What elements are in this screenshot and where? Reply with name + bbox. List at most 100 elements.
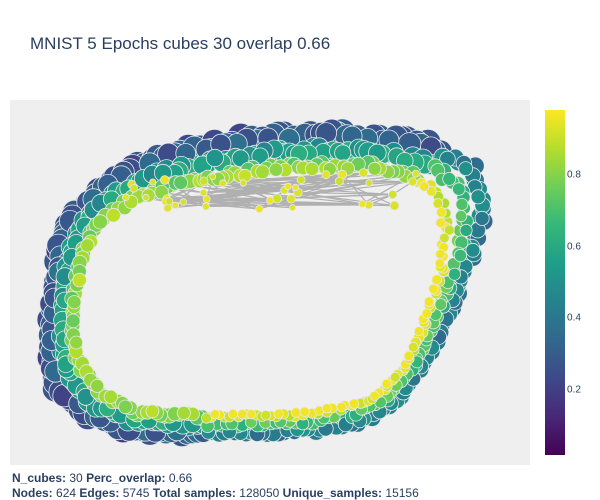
graph-node[interactable] — [296, 175, 306, 185]
graph-node[interactable] — [122, 193, 130, 201]
graph-node[interactable] — [431, 274, 443, 286]
graph-node[interactable] — [290, 407, 302, 418]
graph-node[interactable] — [411, 169, 420, 178]
graph-node[interactable] — [426, 186, 437, 197]
graph-node[interactable] — [65, 313, 81, 329]
graph-node[interactable] — [255, 205, 264, 214]
graph-node[interactable] — [179, 198, 187, 206]
graph-node[interactable] — [369, 390, 380, 401]
graph-node[interactable] — [92, 214, 108, 230]
graph-node[interactable] — [423, 296, 435, 307]
graph-node[interactable] — [474, 210, 490, 226]
graph-node[interactable] — [90, 378, 105, 393]
graph-node[interactable] — [72, 272, 87, 288]
graph-node[interactable] — [336, 401, 347, 413]
graph-node[interactable] — [103, 389, 118, 404]
graph-node[interactable] — [381, 378, 392, 389]
graph-node[interactable] — [286, 194, 296, 204]
graph-node[interactable] — [365, 179, 373, 187]
graph-node[interactable] — [435, 217, 446, 228]
graph-node[interactable] — [334, 176, 344, 186]
graph-node[interactable] — [413, 326, 424, 337]
graph-node[interactable] — [299, 406, 310, 417]
graph-node[interactable] — [219, 179, 227, 187]
graph-node[interactable] — [199, 188, 208, 197]
graph-node[interactable] — [173, 175, 189, 190]
graph-node[interactable] — [321, 403, 332, 414]
graph-node[interactable] — [403, 350, 415, 362]
graph-node[interactable] — [69, 335, 84, 350]
graph-node[interactable] — [149, 178, 157, 186]
graph-node[interactable] — [407, 341, 419, 353]
graph-node[interactable] — [273, 408, 284, 419]
graph-node[interactable] — [260, 409, 272, 421]
graph-node[interactable] — [80, 238, 95, 253]
graph-node[interactable] — [358, 199, 367, 208]
graph-node[interactable] — [455, 198, 469, 211]
graph-node[interactable] — [67, 295, 82, 310]
graph-node[interactable] — [367, 161, 382, 176]
footer-value: 30 — [69, 471, 83, 485]
graph-node[interactable] — [459, 223, 473, 237]
graph-node[interactable] — [201, 202, 210, 211]
graph-node[interactable] — [348, 398, 360, 409]
graph-node[interactable] — [435, 249, 446, 260]
graph-node[interactable] — [304, 161, 320, 177]
graph-node[interactable] — [428, 283, 439, 294]
graph-node[interactable] — [465, 242, 481, 258]
graph-node[interactable] — [289, 204, 297, 212]
graph-node[interactable] — [201, 412, 213, 424]
graph-node[interactable] — [389, 200, 400, 211]
graph-node[interactable] — [239, 179, 247, 187]
graph-node[interactable] — [453, 248, 467, 263]
graph-node[interactable] — [106, 207, 121, 223]
graph-node[interactable] — [419, 181, 430, 192]
graph-node[interactable] — [160, 175, 170, 185]
graph-node[interactable] — [227, 408, 238, 419]
graph-node[interactable] — [231, 149, 250, 168]
graph-node[interactable] — [452, 182, 466, 196]
graph-node[interactable] — [470, 189, 486, 205]
graph-node[interactable] — [358, 168, 369, 178]
graph-node[interactable] — [458, 161, 474, 176]
graph-node[interactable] — [439, 232, 450, 244]
graph-node[interactable] — [389, 371, 401, 383]
graph-node[interactable] — [165, 197, 174, 206]
plot-area[interactable] — [10, 100, 530, 465]
graph-node[interactable] — [291, 183, 299, 192]
graph-node[interactable] — [432, 198, 444, 209]
graph-node[interactable] — [246, 409, 257, 420]
graph-node[interactable] — [142, 193, 150, 202]
mapper-graph[interactable] — [10, 100, 530, 465]
graph-node[interactable] — [454, 210, 468, 223]
graph-node[interactable] — [268, 162, 284, 177]
graph-node[interactable] — [421, 308, 432, 319]
graph-node[interactable] — [388, 189, 398, 200]
footer-label: Edges: — [79, 486, 120, 500]
graph-node[interactable] — [434, 298, 448, 311]
graph-node[interactable] — [176, 405, 191, 420]
graph-node[interactable] — [205, 148, 224, 168]
graph-node[interactable] — [434, 258, 445, 269]
graph-node[interactable] — [129, 184, 139, 193]
graph-node[interactable] — [209, 173, 217, 181]
graph-node[interactable] — [436, 207, 447, 218]
graph-node[interactable] — [145, 404, 160, 419]
graph-node[interactable] — [272, 193, 283, 204]
graph-node[interactable] — [171, 201, 180, 210]
footer-label: Total samples: — [152, 486, 236, 500]
graph-node[interactable] — [334, 144, 352, 162]
graph-node[interactable] — [202, 195, 211, 203]
graph-node[interactable] — [255, 164, 270, 180]
graph-node[interactable] — [321, 170, 331, 180]
graph-node[interactable] — [407, 177, 418, 187]
graph-node[interactable] — [442, 172, 457, 186]
graph-node[interactable] — [199, 176, 209, 186]
graph-node[interactable] — [237, 409, 248, 420]
graph-node[interactable] — [210, 409, 221, 420]
graph-node[interactable] — [118, 399, 133, 415]
graph-node[interactable] — [443, 224, 455, 236]
graph-node[interactable] — [266, 196, 274, 205]
graph-node[interactable] — [447, 267, 461, 281]
graph-node[interactable] — [284, 182, 292, 191]
